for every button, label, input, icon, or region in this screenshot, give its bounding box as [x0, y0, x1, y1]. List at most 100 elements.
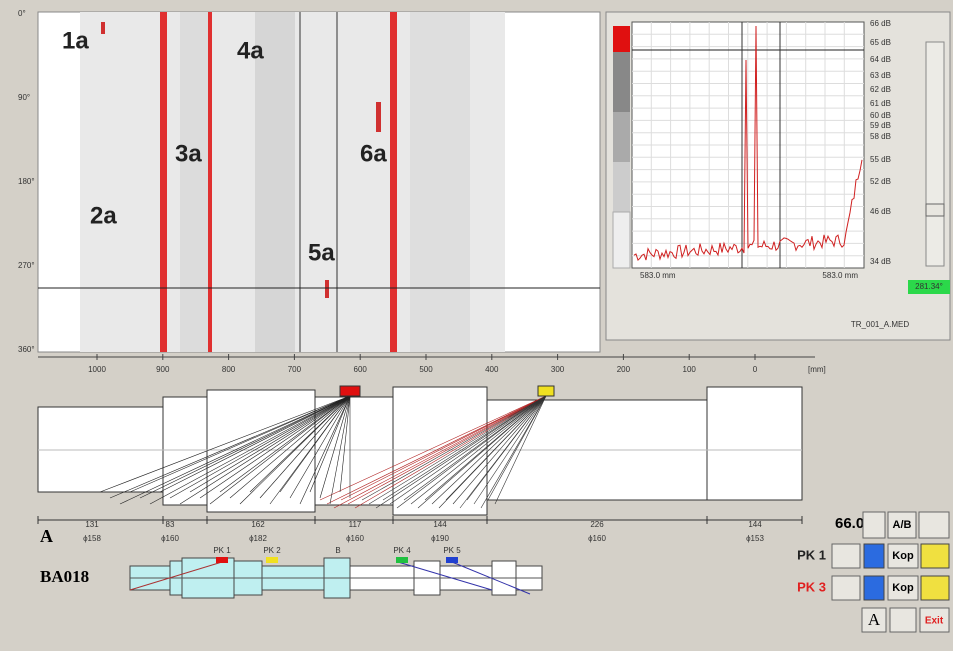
probe-button[interactable] [832, 544, 860, 568]
scale-unit: [mm] [808, 365, 826, 374]
diameter-label: ϕ153 [746, 534, 764, 543]
probe-tag: PK 5 [443, 546, 461, 555]
scale-label: 900 [156, 365, 170, 374]
diameter-label: ϕ158 [83, 534, 101, 543]
scale-label: 100 [683, 365, 697, 374]
mini-probe [396, 557, 408, 563]
scroll-thumb[interactable] [926, 204, 944, 216]
range-left: 583.0 mm [640, 271, 676, 280]
probe-toggle[interactable] [864, 576, 884, 600]
echo-spot [376, 102, 381, 132]
length-label: 144 [433, 520, 447, 529]
angle-tick-label: 90° [18, 93, 30, 102]
db-label: 64 dB [870, 55, 891, 64]
diameter-label: ϕ182 [249, 534, 267, 543]
level-bar [613, 112, 630, 162]
defect-label: 2a [90, 202, 117, 229]
diameter-label: ϕ160 [588, 534, 606, 543]
defect-label: 5a [308, 239, 335, 266]
kop-label: Kop [892, 550, 914, 562]
defect-label: 1a [62, 27, 89, 54]
level-bar [613, 212, 630, 268]
mini-probe [216, 557, 228, 563]
db-label: 55 dB [870, 155, 891, 164]
db-label: 63 dB [870, 71, 891, 80]
exit-label: Exit [925, 616, 944, 627]
level-bar [613, 162, 630, 212]
defect-label: 4a [237, 37, 264, 64]
scale-label: 1000 [88, 365, 106, 374]
db-label: 34 dB [870, 257, 891, 266]
diameter-label: ϕ160 [161, 534, 179, 543]
section-label: A [40, 526, 53, 546]
db-label: 62 dB [870, 85, 891, 94]
scale-label: 0 [753, 365, 758, 374]
db-label: 66 dB [870, 19, 891, 28]
font-icon: A [868, 610, 881, 629]
probe-tag: PK 2 [263, 546, 281, 555]
probe-button[interactable] [832, 576, 860, 600]
probe-tag: PK 1 [213, 546, 231, 555]
level-bar [613, 26, 630, 52]
db-label: 65 dB [870, 38, 891, 47]
print-button[interactable] [890, 608, 916, 632]
echo-line [208, 12, 212, 352]
diameter-label: ϕ190 [431, 534, 449, 543]
db-label: 46 dB [870, 207, 891, 216]
db-label: 60 dB [870, 111, 891, 120]
length-label: 117 [349, 520, 362, 529]
db-label: 59 dB [870, 121, 891, 130]
probe-tag: PK 4 [393, 546, 411, 555]
angle-tick-label: 180° [18, 177, 35, 186]
db-label: 58 dB [870, 132, 891, 141]
scale-label: 500 [419, 365, 433, 374]
scale-label: 700 [288, 365, 302, 374]
echo-line [160, 12, 167, 352]
length-label: 226 [590, 520, 604, 529]
view-button[interactable] [919, 512, 949, 538]
part-name: BA018 [40, 567, 89, 586]
probe-tag: B [335, 546, 340, 555]
angle-tick-label: 270° [18, 261, 35, 270]
defect-label: 3a [175, 140, 202, 167]
shaft-section [163, 397, 207, 505]
db-label: 52 dB [870, 177, 891, 186]
db-label: 61 dB [870, 99, 891, 108]
defect-label: 6a [360, 140, 387, 167]
ab-label: A/B [893, 519, 912, 531]
length-label: 131 [85, 520, 99, 529]
scan-band [180, 12, 210, 352]
length-label: 162 [251, 520, 265, 529]
echo-spot [101, 22, 105, 34]
scan-band [410, 12, 470, 352]
spin-button[interactable] [863, 512, 885, 538]
scale-label: 600 [354, 365, 368, 374]
echo-spot [325, 280, 329, 298]
diameter-label: ϕ160 [346, 534, 364, 543]
mini-probe [266, 557, 278, 563]
probe-option[interactable] [921, 576, 949, 600]
screen: 0°90°180°270°360°1a2a3a4a5a6a10009008007… [0, 0, 953, 651]
angle-tick-label: 0° [18, 9, 26, 18]
length-label: 83 [166, 520, 175, 529]
probe-marker [340, 386, 360, 396]
scale-label: 300 [551, 365, 565, 374]
probe-option[interactable] [921, 544, 949, 568]
scale-label: 400 [485, 365, 499, 374]
file-name: TR_001_A.MED [851, 320, 909, 329]
level-bar [613, 52, 630, 112]
echo-line [390, 12, 397, 352]
scrollbar[interactable] [926, 42, 944, 266]
probe-toggle[interactable] [864, 544, 884, 568]
angle-tick-label: 360° [18, 345, 35, 354]
shaft-section [707, 387, 802, 500]
kop-label: Kop [892, 582, 914, 594]
probe-label: PK 3 [797, 579, 826, 594]
range-right: 583.0 mm [822, 271, 858, 280]
length-label: 144 [748, 520, 762, 529]
scale-label: 200 [617, 365, 631, 374]
scale-label: 800 [222, 365, 236, 374]
mini-probe [446, 557, 458, 563]
angle-value: 281.34° [915, 282, 943, 291]
probe-marker [538, 386, 554, 396]
